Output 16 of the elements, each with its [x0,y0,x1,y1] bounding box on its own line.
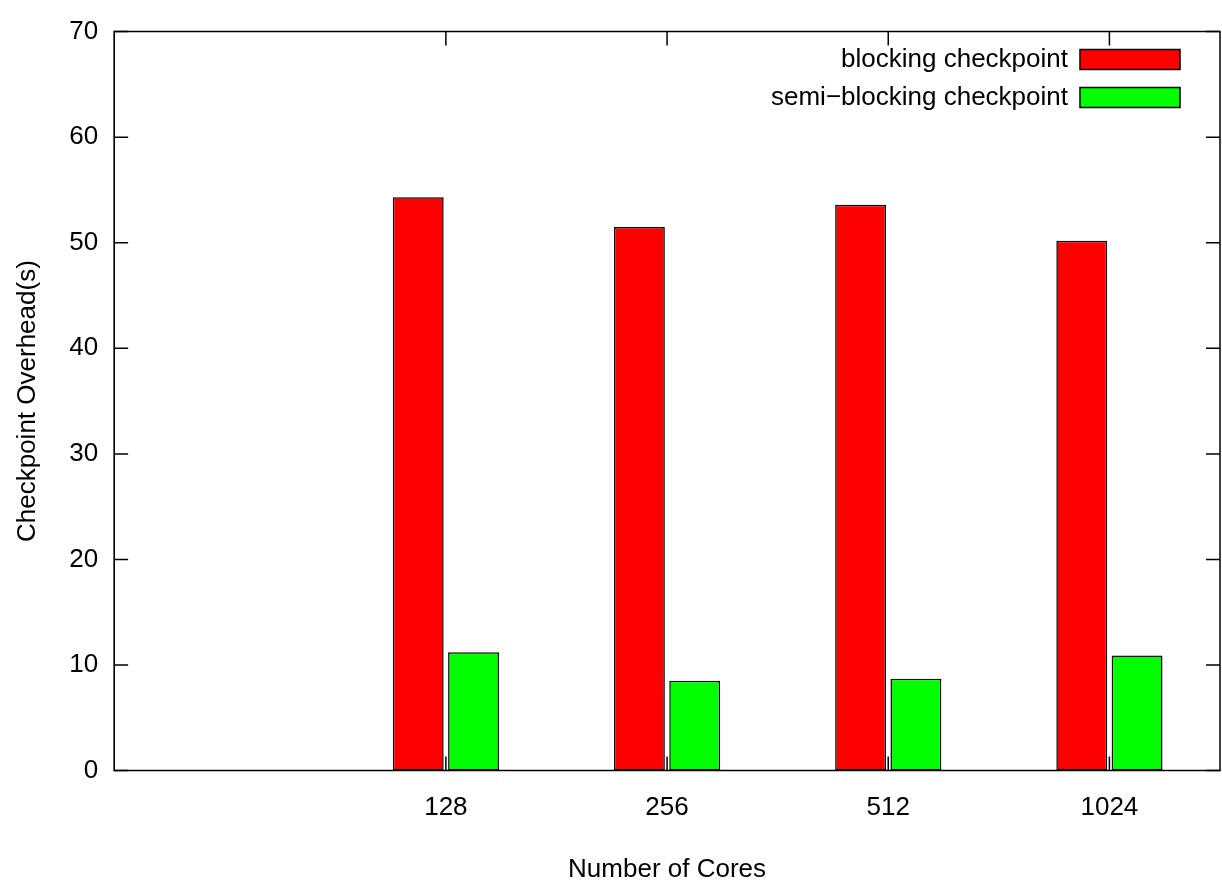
y-tick-label: 40 [69,331,99,362]
y-tick-label: 60 [69,120,99,151]
y-axis-title: Checkpoint Overhead(s) [10,260,41,543]
y-tick-label: 30 [69,437,99,468]
x-tick-label: 512 [866,791,910,822]
y-tick-label: 70 [69,14,99,45]
x-tick-label: 1024 [1080,791,1139,822]
x-axis-title: Number of Cores [568,852,767,883]
x-tick-label: 256 [645,791,689,822]
y-tick-label: 50 [69,225,99,256]
y-tick-label: 10 [69,648,99,679]
x-tick-label: 128 [424,791,468,822]
y-tick-label: 20 [69,542,99,573]
legend-label: semi−blocking checkpoint [771,80,1069,111]
legend-label: blocking checkpoint [841,42,1069,73]
y-tick-label: 0 [83,753,99,784]
